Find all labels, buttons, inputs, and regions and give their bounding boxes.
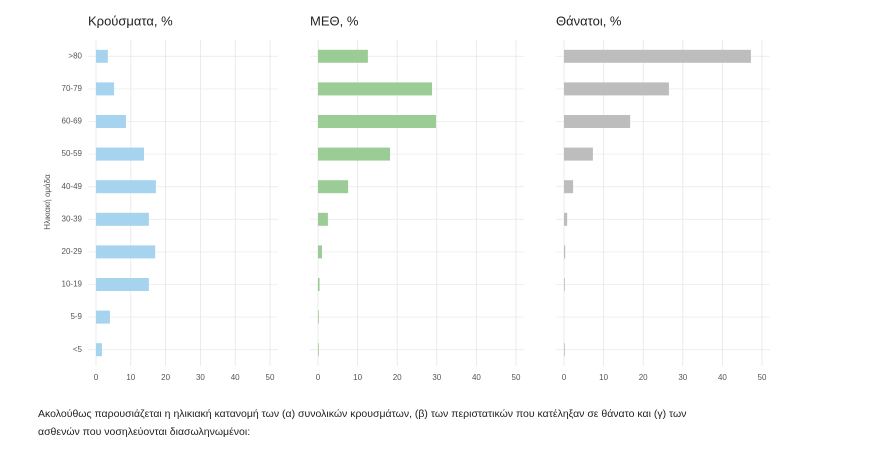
bar bbox=[318, 212, 328, 226]
y-tick-label: 50-59 bbox=[62, 149, 83, 158]
bar bbox=[564, 147, 593, 161]
bar bbox=[564, 82, 669, 96]
bar bbox=[318, 278, 320, 291]
y-tick-label: 40-49 bbox=[62, 182, 83, 191]
y-axis-label: Ηλικιακή ομάδα bbox=[43, 174, 52, 230]
x-tick-label: 50 bbox=[512, 373, 521, 382]
y-tick-label: 30-39 bbox=[62, 214, 83, 223]
x-tick-label: 40 bbox=[718, 373, 727, 382]
x-tick-label: 20 bbox=[161, 373, 170, 382]
bar bbox=[564, 180, 574, 194]
bar bbox=[318, 49, 368, 63]
bar bbox=[318, 82, 433, 96]
bar bbox=[96, 310, 110, 324]
bar bbox=[318, 115, 437, 128]
y-tick-label: 5-9 bbox=[70, 312, 82, 321]
panel-title: Κρούσματα, % bbox=[88, 13, 173, 28]
bar bbox=[564, 245, 566, 259]
bar bbox=[96, 180, 156, 194]
x-tick-label: 50 bbox=[758, 373, 767, 382]
bar bbox=[564, 49, 751, 63]
bar bbox=[318, 310, 319, 324]
y-tick-label: 20-29 bbox=[62, 247, 83, 256]
bar bbox=[96, 343, 102, 357]
x-tick-label: 30 bbox=[196, 373, 205, 382]
panel-title: ΜΕΘ, % bbox=[310, 13, 359, 28]
x-tick-label: 10 bbox=[126, 373, 135, 382]
bar bbox=[318, 343, 319, 357]
x-tick-label: 10 bbox=[599, 373, 608, 382]
bar bbox=[96, 278, 149, 291]
bar bbox=[318, 180, 349, 194]
x-tick-label: 0 bbox=[94, 373, 99, 382]
x-tick-label: 50 bbox=[266, 373, 275, 382]
x-tick-label: 40 bbox=[231, 373, 240, 382]
y-tick-label: 10-19 bbox=[62, 280, 83, 289]
x-tick-label: 30 bbox=[432, 373, 441, 382]
y-tick-label: 70-79 bbox=[62, 84, 83, 93]
y-tick-label: <5 bbox=[73, 345, 83, 354]
x-tick-label: 10 bbox=[353, 373, 362, 382]
bar bbox=[564, 278, 565, 291]
bar bbox=[564, 115, 631, 128]
bar bbox=[96, 245, 156, 259]
bar bbox=[564, 343, 565, 357]
x-tick-label: 20 bbox=[393, 373, 402, 382]
y-tick-label: >80 bbox=[68, 51, 82, 60]
caption-line: ασθενών που νοσηλεύονται διασωληνωμένοι: bbox=[38, 426, 250, 438]
bar bbox=[318, 245, 322, 259]
bar bbox=[96, 82, 115, 96]
x-tick-label: 0 bbox=[316, 373, 321, 382]
bar bbox=[318, 147, 391, 161]
x-tick-label: 40 bbox=[472, 373, 481, 382]
x-tick-label: 20 bbox=[639, 373, 648, 382]
x-tick-label: 30 bbox=[678, 373, 687, 382]
bar bbox=[96, 212, 149, 226]
caption-line: Ακολούθως παρουσιάζεται η ηλικιακή καταν… bbox=[38, 408, 686, 420]
bar bbox=[564, 212, 568, 226]
y-tick-label: 60-69 bbox=[62, 117, 83, 126]
panel-title: Θάνατοι, % bbox=[556, 13, 622, 28]
bar bbox=[96, 49, 108, 63]
bar bbox=[96, 147, 145, 161]
x-tick-label: 0 bbox=[562, 373, 567, 382]
bar bbox=[96, 115, 126, 128]
